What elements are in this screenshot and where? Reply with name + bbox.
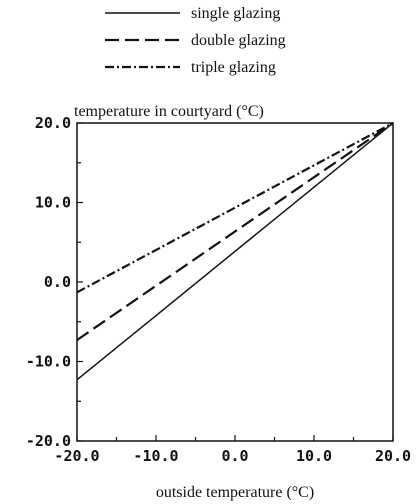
plot-frame [76,122,394,442]
axis-tick-labels: -20.0 -10.0 0.0 10.0 20.0 -20.0 -10.0 0.0 10.0 20… [26,114,411,465]
legend: single glazing double glazing triple glazi… [105,5,286,76]
legend-label: triple glazing [191,59,276,76]
x-tick-label: -10.0 [133,447,178,465]
axis-ticks [76,122,394,442]
x-axis-label: outside temperature (°C) [156,484,314,501]
x-tick-label: 10.0 [296,447,332,465]
x-tick-label: 0.0 [221,447,248,465]
legend-label: single glazing [191,5,280,22]
legend-label: double glazing [191,32,286,49]
series-lines [76,122,394,381]
y-tick-label: 10.0 [35,194,71,212]
y-tick-label: -20.0 [26,432,71,450]
x-tick-label: 20.0 [375,447,411,465]
y-tick-label: 20.0 [35,114,71,132]
x-tick-label: -20.0 [54,447,99,465]
chart-title: temperature in courtyard (°C) [74,103,264,120]
series-line-triple-glazing [76,122,394,294]
series-line-single-glazing [76,122,394,381]
y-tick-label: -10.0 [26,353,71,371]
y-tick-label: 0.0 [44,273,71,291]
series-line-double-glazing [76,122,394,341]
